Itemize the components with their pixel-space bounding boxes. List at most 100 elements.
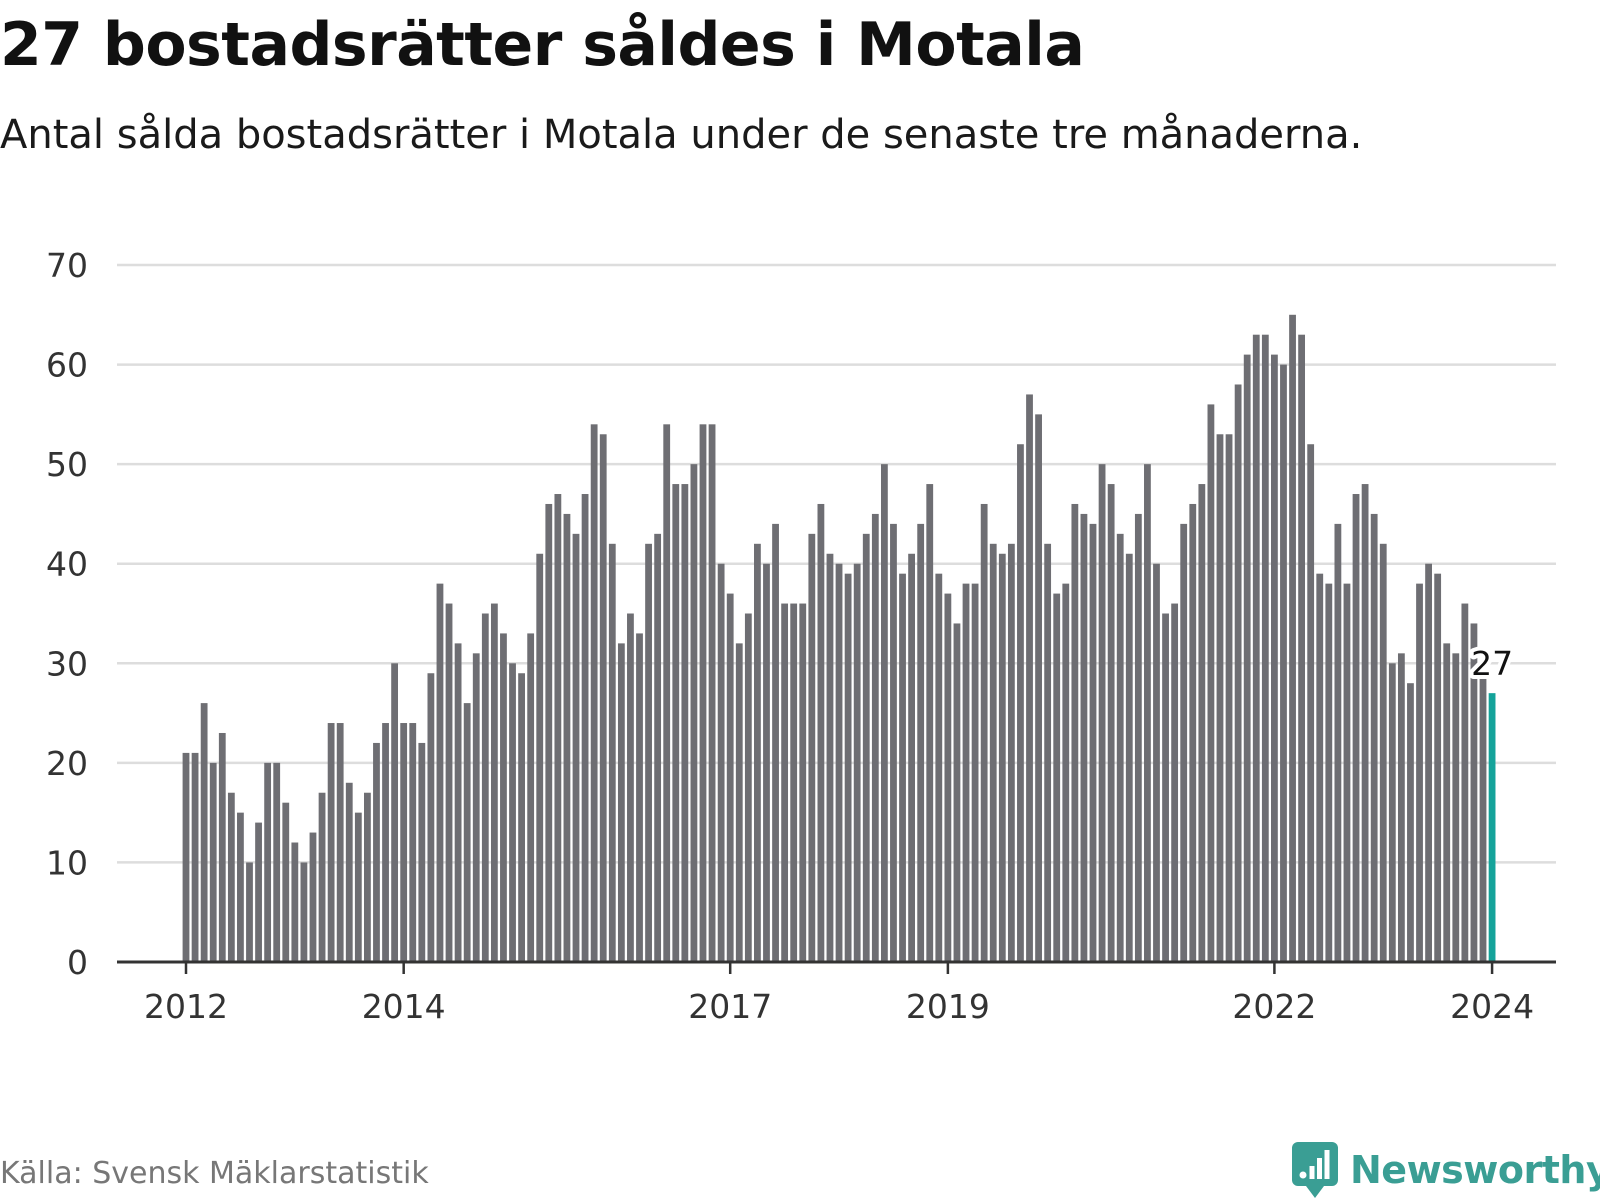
bar <box>200 703 208 962</box>
bar <box>500 633 507 962</box>
bar <box>1443 643 1451 962</box>
bar <box>436 583 444 962</box>
bar <box>481 613 489 962</box>
bar <box>1098 464 1106 962</box>
bar <box>627 613 634 962</box>
bar <box>636 633 643 962</box>
bar <box>409 723 417 962</box>
bar <box>1134 513 1142 962</box>
bar <box>382 723 389 962</box>
bar <box>654 533 662 962</box>
bar <box>536 553 544 962</box>
bar <box>490 603 498 962</box>
bar <box>672 484 680 962</box>
bar <box>1452 653 1460 962</box>
bar <box>463 703 471 962</box>
bar <box>1334 523 1342 962</box>
bar <box>1252 334 1260 962</box>
bar <box>617 643 625 962</box>
chart-title: 27 bostadsrätter såldes i Motala <box>0 10 1085 80</box>
bar <box>472 653 480 962</box>
bar <box>826 553 834 962</box>
bar <box>1035 414 1042 962</box>
bar <box>880 464 888 962</box>
bar <box>572 533 580 962</box>
bar <box>1107 484 1115 962</box>
x-tick-label: 2012 <box>144 987 228 1026</box>
bar <box>962 583 970 962</box>
bar <box>980 503 988 962</box>
y-tick-label: 0 <box>67 943 88 982</box>
bar <box>1461 603 1469 962</box>
x-tick-label: 2019 <box>906 987 990 1026</box>
bar <box>862 533 870 962</box>
bar <box>781 603 789 962</box>
bar <box>454 643 462 962</box>
bar <box>681 484 689 962</box>
bar <box>1153 563 1160 962</box>
bar <box>1243 354 1251 963</box>
bar <box>554 494 562 962</box>
bar <box>817 503 825 962</box>
bar <box>191 752 199 962</box>
bar <box>318 792 326 962</box>
bar <box>1325 583 1333 962</box>
bar <box>835 563 843 962</box>
bar <box>445 603 453 962</box>
bar <box>1379 543 1387 962</box>
bar <box>908 553 915 962</box>
y-tick-label: 30 <box>46 644 88 683</box>
bar <box>744 613 752 962</box>
bar <box>1007 543 1015 962</box>
bar <box>699 424 707 962</box>
bar <box>871 513 879 962</box>
bar <box>645 543 652 962</box>
y-tick-label: 10 <box>46 843 88 882</box>
bar <box>1144 464 1151 962</box>
bar <box>971 583 979 962</box>
bar <box>373 742 380 962</box>
bar <box>917 523 925 962</box>
bar <box>853 563 861 962</box>
bar <box>708 424 716 962</box>
bar <box>1370 513 1378 962</box>
y-tick-label: 20 <box>46 744 88 783</box>
bar <box>717 563 725 962</box>
bar <box>690 464 698 962</box>
bar <box>1352 494 1360 962</box>
bar <box>1407 683 1414 962</box>
bar <box>563 513 571 962</box>
bar <box>1343 583 1351 962</box>
bar <box>1397 653 1405 962</box>
bar <box>400 723 408 962</box>
bar <box>527 633 535 962</box>
bar <box>998 553 1006 962</box>
bar <box>354 812 362 962</box>
bar <box>899 573 906 962</box>
bar <box>1234 384 1242 962</box>
bar <box>772 523 779 962</box>
x-tick-label: 2017 <box>688 987 772 1026</box>
bar <box>255 822 262 962</box>
bar <box>1470 623 1478 962</box>
bar <box>1225 434 1233 962</box>
bar <box>599 434 607 962</box>
x-tick-label: 2014 <box>362 987 446 1026</box>
bar <box>182 752 190 962</box>
bar <box>1062 583 1070 962</box>
bar <box>763 563 770 962</box>
x-tick-label: 2024 <box>1450 987 1534 1026</box>
bar <box>935 573 943 962</box>
bar <box>590 424 598 962</box>
bar <box>309 832 317 962</box>
bar <box>926 484 934 962</box>
bar <box>1434 573 1442 962</box>
bar <box>509 663 516 962</box>
bar <box>1017 444 1024 962</box>
bar <box>989 543 997 962</box>
newsworthy-icon <box>1292 1142 1338 1198</box>
bar <box>1080 513 1088 962</box>
bar <box>1361 484 1369 962</box>
bar <box>890 523 897 962</box>
bar <box>345 782 353 962</box>
